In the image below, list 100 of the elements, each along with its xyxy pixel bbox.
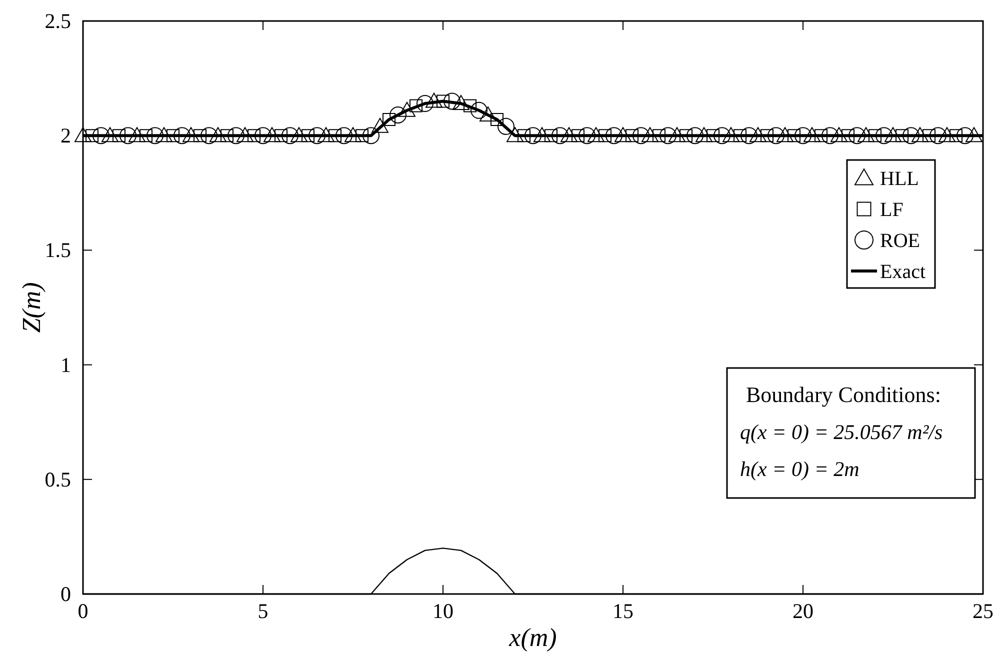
point <box>200 127 218 144</box>
y-tick-label: 1 <box>60 352 71 377</box>
point <box>464 99 476 112</box>
point <box>830 127 848 142</box>
point <box>480 106 496 122</box>
point <box>560 127 578 142</box>
point <box>166 129 180 142</box>
point <box>788 129 800 142</box>
point <box>156 127 172 142</box>
point <box>950 129 962 142</box>
y-tick-label: 2.5 <box>44 9 71 33</box>
point <box>282 127 298 144</box>
point <box>302 129 314 142</box>
point <box>660 127 676 144</box>
point <box>902 127 920 144</box>
point <box>750 127 766 142</box>
point <box>534 127 550 142</box>
x-tick-label: 5 <box>258 599 268 623</box>
point <box>848 127 866 144</box>
point <box>734 129 746 142</box>
y-tick-label: 0 <box>60 582 71 606</box>
point <box>328 129 342 142</box>
point <box>436 94 450 108</box>
point <box>814 129 828 142</box>
annotation: Boundary Conditions: <box>746 382 941 407</box>
point <box>922 129 936 142</box>
point <box>966 127 982 142</box>
point <box>524 127 542 144</box>
point <box>696 127 712 142</box>
legend-label: ROE <box>880 230 920 252</box>
point <box>336 127 352 144</box>
x-tick-label: 0 <box>78 599 88 623</box>
x-tick-label: 10 <box>432 599 454 623</box>
point <box>956 127 974 144</box>
point <box>768 127 784 144</box>
point <box>578 127 596 144</box>
point <box>174 127 190 144</box>
point <box>912 127 928 142</box>
annotation: q(x = 0) = 25.0567 m²/s <box>740 420 943 444</box>
point <box>760 129 774 142</box>
point <box>626 129 638 142</box>
point <box>264 127 280 142</box>
point <box>410 99 422 112</box>
point <box>598 129 612 142</box>
point <box>290 127 308 142</box>
point <box>652 129 666 142</box>
point <box>722 127 740 142</box>
point <box>426 92 442 108</box>
x-tick-label: 20 <box>792 599 814 623</box>
annotation: h(x = 0) = 2m <box>740 457 860 481</box>
point <box>606 127 622 144</box>
point <box>706 129 720 142</box>
legend-label: LF <box>880 199 904 221</box>
point <box>120 127 136 144</box>
point <box>92 127 110 144</box>
y-tick-label: 2 <box>60 124 71 148</box>
point <box>518 129 530 142</box>
point <box>140 129 152 142</box>
point <box>930 127 946 144</box>
point <box>714 127 730 144</box>
point <box>86 129 98 142</box>
point <box>842 129 854 142</box>
x-tick-label: 15 <box>612 599 634 623</box>
point <box>248 129 260 142</box>
point <box>740 127 758 144</box>
point <box>896 129 908 142</box>
y-tick-label: 1.5 <box>44 238 71 262</box>
point <box>498 118 514 135</box>
point <box>858 127 874 142</box>
x-axis-title: x(m) <box>508 623 557 652</box>
point <box>344 127 362 142</box>
point <box>194 129 206 142</box>
point <box>210 127 226 142</box>
point <box>308 127 326 144</box>
point <box>372 118 388 133</box>
point <box>362 127 380 144</box>
point <box>490 113 504 126</box>
point <box>686 127 704 144</box>
point <box>544 129 558 142</box>
point <box>74 127 92 142</box>
y-axis-title: Z(m) <box>17 282 46 333</box>
point <box>876 127 892 144</box>
point <box>776 127 794 142</box>
point <box>236 127 254 142</box>
point <box>356 129 368 142</box>
point <box>146 127 164 144</box>
point <box>470 102 488 119</box>
point <box>794 127 812 144</box>
point <box>228 127 244 144</box>
point <box>632 127 650 144</box>
point <box>572 129 584 142</box>
point <box>382 113 396 126</box>
point <box>822 127 838 144</box>
point <box>398 102 416 117</box>
point <box>444 92 460 110</box>
point <box>588 127 604 142</box>
point <box>804 127 820 142</box>
point <box>102 127 118 142</box>
legend-label: Exact <box>880 261 926 283</box>
point <box>506 127 524 142</box>
